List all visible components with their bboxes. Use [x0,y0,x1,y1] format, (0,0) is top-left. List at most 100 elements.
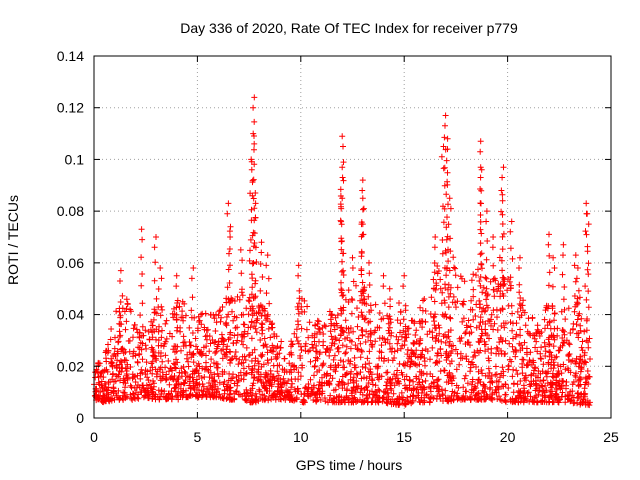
data-point [256,388,263,395]
data-point [410,385,417,392]
data-point [170,314,177,321]
data-point [249,260,256,267]
data-point [483,256,490,263]
data-point [149,364,156,371]
data-point [95,393,102,400]
data-point [359,221,366,228]
data-point [189,330,196,336]
data-point [386,313,393,320]
data-point [575,377,582,384]
data-point [194,327,201,334]
data-point [559,377,565,384]
data-point [562,399,569,406]
data-point [201,326,208,333]
data-point [357,340,364,347]
data-point [432,338,439,345]
data-point [513,367,520,374]
data-point [329,375,336,382]
x-tick-label: 25 [603,429,619,445]
data-point [173,316,180,323]
data-point [420,370,427,377]
data-point [143,382,150,389]
data-point [190,265,197,271]
data-point [478,261,485,268]
data-point [180,343,187,350]
data-point [400,283,407,290]
data-point [443,272,450,279]
data-point [561,339,568,346]
data-point [553,372,560,379]
data-point [578,344,585,351]
data-point [585,288,592,295]
data-point [124,394,131,401]
data-point [338,221,345,228]
data-point [499,267,506,274]
data-point [127,382,134,389]
data-point [447,315,454,322]
data-point [328,311,335,318]
data-point [338,331,344,338]
data-point [570,400,577,407]
data-point [330,398,337,405]
data-point [375,386,382,393]
data-point [333,320,340,327]
data-point [194,382,201,388]
data-point [162,394,169,401]
data-point [464,339,471,346]
data-point [358,266,365,272]
data-point [112,378,119,385]
data-point [227,262,233,269]
data-point [559,389,566,396]
data-point [206,333,213,340]
data-point [211,360,217,366]
data-point [565,392,572,399]
data-point [253,310,260,317]
data-point [372,338,379,345]
data-point [166,381,173,388]
data-point [546,231,552,238]
data-point [139,340,146,347]
data-point [224,385,230,392]
data-point [360,205,367,212]
data-point [228,295,235,302]
data-point [477,379,484,385]
data-point [520,399,527,406]
data-point [397,345,404,352]
data-point [582,399,589,406]
data-point [430,314,437,321]
data-point [180,388,187,395]
data-point [366,309,373,315]
data-point [508,218,515,225]
data-point [238,360,245,367]
data-point [560,252,566,259]
data-point [378,373,385,380]
data-point [447,235,454,242]
data-point [468,389,475,396]
data-point [450,254,457,261]
data-point [400,327,407,334]
data-point [267,367,274,374]
data-point [223,299,230,306]
data-point [274,368,281,375]
data-point [345,357,352,364]
data-point [537,355,544,362]
data-point [350,278,357,285]
data-point [123,318,130,325]
data-point [213,348,220,355]
data-point [193,343,199,350]
data-point [344,334,351,341]
data-point [450,396,457,403]
data-point [259,327,266,334]
data-point [549,283,556,290]
data-point [225,266,232,273]
data-point [343,394,350,401]
data-point [316,326,323,333]
data-point [338,238,345,245]
data-point [245,363,252,370]
data-point [238,270,245,277]
data-point [543,387,550,394]
data-point [295,310,302,317]
data-point [559,335,566,341]
data-point [161,388,168,395]
data-point [351,394,358,401]
